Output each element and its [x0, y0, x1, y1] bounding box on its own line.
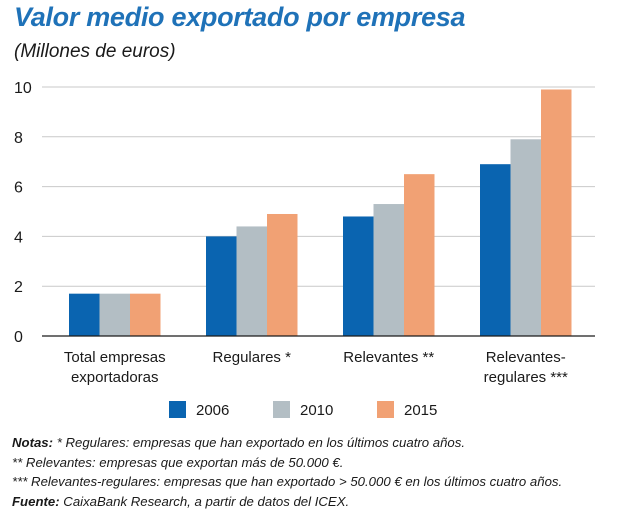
source-line: Fuente: CaixaBank Research, a partir de … — [12, 492, 612, 512]
y-tick-labels: 0 2 4 6 8 10 — [14, 80, 32, 346]
bar-2015 — [130, 293, 161, 336]
note-regulares: Notas: * Regulares: empresas que han exp… — [12, 433, 612, 453]
notes-label: Notas: — [12, 435, 54, 450]
bar-2006 — [480, 164, 511, 336]
bar-2015 — [404, 174, 435, 336]
y-tick-label: 8 — [14, 130, 23, 147]
x-category-label: regulares *** — [484, 369, 568, 386]
x-category-label: Relevantes ** — [343, 349, 434, 366]
bar-chart: 0 2 4 6 8 10 Total empresas exportadoras Regula… — [14, 80, 595, 419]
chart-subtitle: (Millones de euros) — [14, 41, 176, 62]
x-category-label: Regulares * — [213, 349, 292, 366]
x-category-label: exportadoras — [71, 369, 159, 386]
source-text: CaixaBank Research, a partir de datos de… — [59, 493, 350, 509]
chart-title: Valor medio exportado por empresa — [14, 2, 466, 32]
y-tick-label: 4 — [14, 229, 23, 246]
legend: 2006 2010 2015 — [169, 401, 437, 419]
bar-2006 — [69, 293, 100, 336]
note-relevantes: ** Relevantes: empresas que exportan más… — [12, 454, 344, 470]
x-category-label: Relevantes- — [486, 349, 566, 366]
x-category-labels: Total empresas exportadoras Regulares * Rel… — [64, 349, 568, 386]
bar-2010 — [99, 293, 130, 336]
y-tick-label: 10 — [14, 80, 32, 97]
bars — [69, 89, 572, 337]
bar-2010 — [236, 226, 267, 336]
legend-swatch-2006 — [169, 401, 186, 418]
bar-2010 — [510, 139, 541, 336]
legend-label-2015: 2015 — [404, 402, 437, 419]
note-relevantes-regulares: *** Relevantes-regulares: empresas que h… — [12, 474, 563, 489]
bar-2015 — [541, 89, 572, 337]
bar-2006 — [206, 236, 237, 336]
legend-swatch-2015 — [377, 401, 394, 418]
legend-label-2010: 2010 — [300, 402, 333, 419]
bar-2015 — [267, 213, 298, 336]
y-tick-label: 6 — [14, 180, 23, 197]
legend-swatch-2010 — [273, 401, 290, 418]
notes-block: Notas: * Regulares: empresas que han exp… — [12, 433, 612, 511]
note-regulares-text: * Regulares: empresas que han exportado … — [53, 435, 466, 450]
y-tick-label: 0 — [14, 329, 23, 346]
x-category-label: Total empresas — [64, 349, 166, 366]
source-label: Fuente: — [12, 493, 60, 509]
y-tick-label: 2 — [14, 279, 23, 296]
legend-label-2006: 2006 — [196, 402, 229, 419]
bar-2010 — [373, 204, 404, 336]
bar-2006 — [343, 216, 374, 336]
